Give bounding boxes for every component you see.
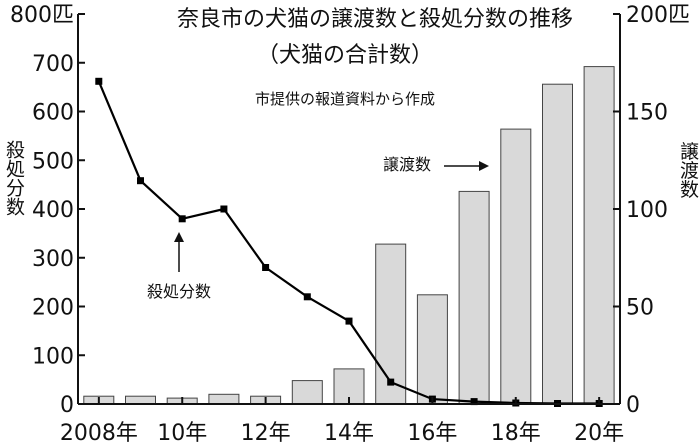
right-axis-label: 譲渡数 [677, 141, 699, 198]
x-tick-label-2016: 16年 [407, 421, 457, 446]
right-tick-label-200: 200匹 [626, 3, 690, 28]
point-killed-2014 [345, 317, 353, 325]
point-killed-2015 [387, 378, 395, 386]
right-tick-label-150: 150 [626, 101, 668, 126]
bar-2019 [542, 83, 573, 405]
right-tick-label-100: 100 [626, 198, 668, 223]
bar-2017 [458, 190, 490, 405]
bar-2020 [583, 66, 615, 405]
right-tick-label-50: 50 [626, 296, 654, 321]
left-axis-label: 殺処分数 [3, 140, 25, 216]
left-tick-label-300: 300 [32, 247, 74, 272]
x-tick-label-2010: 10年 [157, 421, 207, 446]
left-tick-label-200: 200 [32, 296, 74, 321]
bar-2018 [500, 128, 532, 405]
axes-layer: 0 100 200 300 400 500 600 700 800匹 0 50 100 150 200匹 2… [10, 3, 690, 446]
x-tick-label-2014: 14年 [324, 421, 374, 446]
left-tick-label-400: 400 [32, 198, 74, 223]
point-killed-2009 [137, 177, 144, 185]
left-tick-label-600: 600 [32, 101, 74, 126]
x-tick-label-2020: 20年 [574, 421, 624, 446]
chart-subtitle: （犬猫の合計数） [257, 43, 433, 68]
chart-title: 奈良市の犬猫の譲渡数と殺処分数の推移 [177, 7, 573, 32]
point-killed-2017 [470, 398, 478, 406]
bar-2011 [208, 393, 240, 405]
x-tick-label-2018: 18年 [491, 421, 541, 446]
point-killed-2011 [220, 205, 228, 213]
source-note: 市提供の報道資料から作成 [255, 90, 435, 108]
left-tick-label-700: 700 [32, 52, 74, 77]
point-killed-2008 [95, 77, 103, 85]
right-tick-label-0: 0 [626, 393, 640, 418]
x-tick-label-2008: 2008年 [60, 421, 138, 446]
x-tick-label-2012: 12年 [241, 421, 291, 446]
point-killed-2010 [178, 215, 186, 223]
bar-2009 [125, 395, 156, 405]
bars-layer [83, 66, 615, 405]
bar-2013 [291, 380, 323, 405]
annotation-adopted: 譲渡数 [383, 155, 431, 174]
point-killed-2012 [262, 264, 270, 271]
bar-2016 [416, 294, 448, 405]
left-tick-label-0: 0 [60, 393, 74, 418]
point-killed-2013 [303, 293, 311, 301]
left-tick-label-100: 100 [32, 344, 74, 369]
annotation-killed: 殺処分数 [147, 282, 211, 301]
left-tick-label-800: 800匹 [10, 3, 74, 28]
left-tick-label-500: 500 [32, 149, 74, 174]
